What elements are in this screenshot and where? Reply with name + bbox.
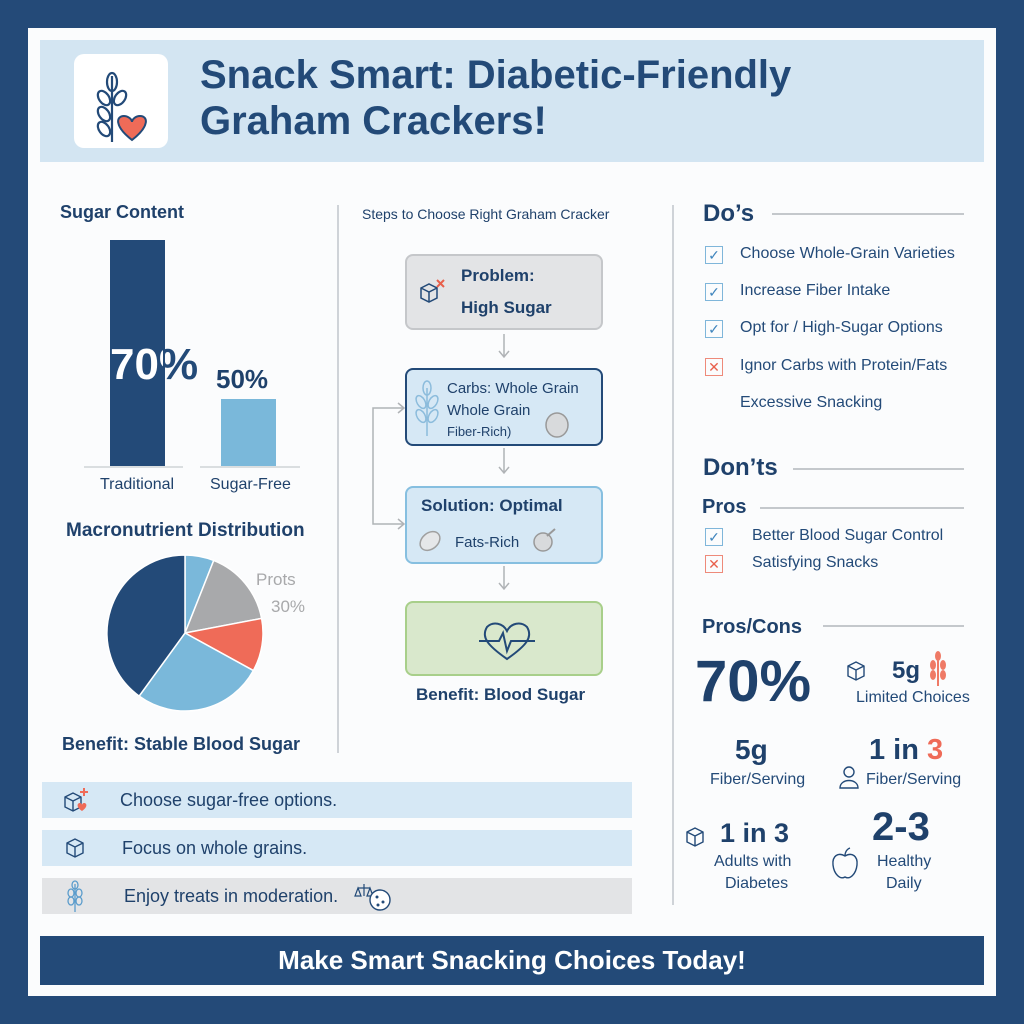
- bar-sugar-free: [221, 399, 276, 466]
- wheat-icon: [415, 380, 439, 436]
- cube-x-icon: [420, 279, 445, 303]
- tip-text: Enjoy treats in moderation.: [124, 885, 339, 906]
- solution-label: Solution: Optimal: [421, 496, 563, 515]
- bar-label-sugar-free: Sugar-Free: [210, 476, 291, 493]
- bar-data-label-sugar-free: 50%: [216, 364, 269, 394]
- stat-label-adults: Adults with: [714, 853, 792, 870]
- carbs-line-3: Fiber-Rich): [447, 424, 512, 439]
- dos-item: Excessive Snacking: [740, 393, 883, 411]
- title-line-2: Graham Crackers!: [200, 99, 547, 143]
- person-icon: [839, 766, 859, 789]
- check-icon: ✓: [705, 283, 723, 302]
- cross-icon: ✕: [705, 555, 723, 573]
- tip-row: Enjoy treats in moderation.: [42, 878, 632, 914]
- wheat-heart-icon: [96, 71, 147, 142]
- scale-cookie-icon: [354, 884, 391, 911]
- seed-icon: [545, 412, 569, 438]
- flow-benefit-caption: Benefit: Blood Sugar: [416, 685, 586, 704]
- problem-label: Problem:: [461, 266, 535, 285]
- dos-item: Increase Fiber Intake: [740, 282, 891, 300]
- problem-value: High Sugar: [461, 298, 552, 317]
- pros-item: Better Blood Sugar Control: [752, 527, 944, 544]
- stat-2-3: 2-3: [872, 805, 930, 849]
- stat-1-in-3-adults: 1 in 3: [720, 818, 790, 848]
- check-icon: ✓: [705, 528, 723, 546]
- stat-label-fiber-2: Fiber/Serving: [866, 771, 962, 788]
- divider: [672, 205, 674, 905]
- bar-label-traditional: Traditional: [100, 476, 175, 493]
- flow-arrows: [372, 334, 510, 591]
- apple-icon: [832, 847, 858, 879]
- flow-step-benefit: [405, 601, 603, 676]
- divider: [337, 205, 339, 753]
- title-line-1: Snack Smart: Diabetic-Friendly: [200, 53, 792, 97]
- bar-traditional: [110, 240, 165, 466]
- tip-row: Choose sugar-free options.: [42, 782, 632, 818]
- divider: [823, 625, 964, 627]
- logo: [74, 54, 168, 148]
- divider: [793, 468, 964, 470]
- tip-text: Focus on whole grains.: [122, 837, 308, 858]
- flow-step-solution: Solution: Optimal Fats-Rich: [405, 486, 603, 564]
- stat-label-fiber: Fiber/Serving: [710, 771, 806, 788]
- divider: [760, 507, 964, 509]
- pie-slice-4: [106, 554, 186, 698]
- page-title: Snack Smart: Diabetic-Friendly Graham Cr…: [200, 52, 791, 144]
- solution-value: Fats-Rich: [455, 534, 520, 551]
- pie-label-prots-value: 30%: [271, 597, 306, 616]
- cube-icon: [66, 838, 84, 858]
- wheat-icon: [67, 880, 83, 912]
- pie-slice-1: [183, 559, 263, 634]
- cube-heart-icon: [64, 788, 88, 812]
- macro-pie-chart: [106, 554, 264, 712]
- dos-item: Choose Whole-Grain Varieties: [740, 245, 955, 262]
- check-icon: ✓: [705, 320, 723, 339]
- sugar-bar-chart: [84, 240, 300, 468]
- dos-item: Ignor Carbs with Protein/Fats: [740, 356, 948, 374]
- check-icon: ✓: [705, 246, 723, 264]
- stat-label-diabetes: Diabetes: [725, 875, 789, 892]
- proscons-title: Pros/Cons: [702, 616, 803, 638]
- dos-item: Opt for / High-Sugar Options: [740, 319, 943, 337]
- heartbeat-icon: [479, 622, 535, 661]
- tip-row: Focus on whole grains.: [42, 830, 632, 866]
- bar-data-label-traditional: 70%: [110, 340, 199, 389]
- leaf-icon: [419, 530, 441, 552]
- stat-70-percent: 70%: [695, 649, 812, 714]
- header-banner: [40, 40, 984, 162]
- flow-title: Steps to Choose Right Graham Cracker: [362, 206, 610, 222]
- pie-label-prots: Prots: [256, 570, 296, 589]
- tip-text: Choose sugar-free options.: [120, 789, 338, 810]
- pie-slice-3: [138, 632, 255, 712]
- sugar-chart-title: Sugar Content: [60, 202, 184, 222]
- carbs-line-2: Whole Grain: [447, 402, 531, 419]
- pros-title: Pros: [702, 496, 747, 518]
- flow-step-problem: Problem: High Sugar: [405, 254, 603, 330]
- stat-label-healthy: Healthy: [877, 853, 932, 870]
- wheat-icon: [930, 651, 946, 686]
- divider: [772, 213, 964, 215]
- dos-title: Do’s: [703, 200, 755, 227]
- flow-step-carbs: Carbs: Whole Grain Whole Grain Fiber-Ric…: [405, 368, 603, 446]
- stat-1-in-3: 1 in 3: [869, 734, 944, 766]
- stat-label-limited-choices: Limited Choices: [856, 689, 970, 706]
- stat-5g: 5g: [892, 657, 921, 684]
- pros-item: Satisfying Snacks: [752, 554, 879, 571]
- carbs-line-1: Carbs: Whole Grain: [447, 380, 579, 397]
- footer-banner: Make Smart Snacking Choices Today!: [40, 936, 984, 985]
- macro-caption: Benefit: Stable Blood Sugar: [62, 734, 301, 754]
- donts-title: Don’ts: [703, 454, 778, 481]
- stat-label-daily: Daily: [886, 875, 922, 892]
- cross-icon: ✕: [705, 357, 723, 376]
- macro-chart-title: Macronutrient Distribution: [66, 520, 305, 541]
- cube-icon: [686, 827, 704, 847]
- nut-icon: [533, 528, 556, 552]
- cube-icon: [847, 661, 865, 681]
- stat-5g-fiber: 5g: [735, 734, 768, 765]
